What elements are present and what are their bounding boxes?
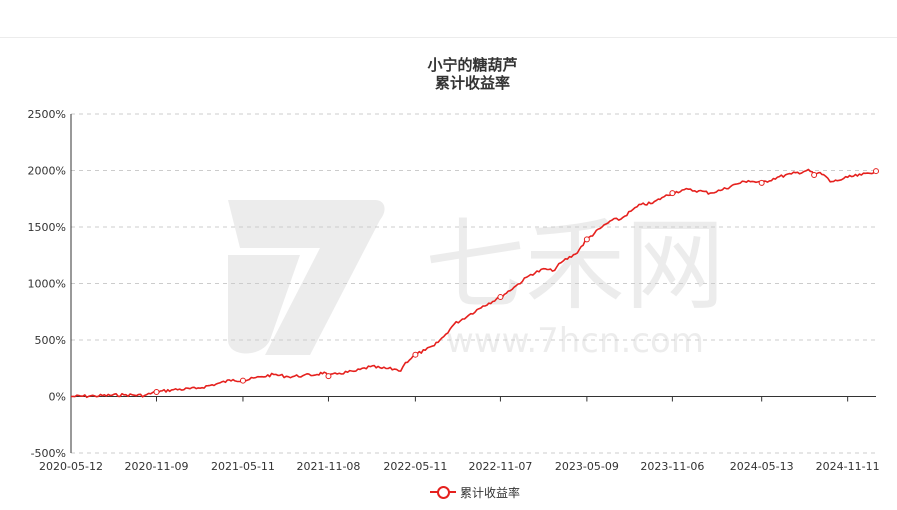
watermark-logo-icon [228,200,385,355]
x-tick-label: 2022-05-11 [383,460,447,473]
x-tick-label: 2021-11-08 [296,460,360,473]
x-tick-label: 2022-11-07 [468,460,532,473]
y-axis: -500% 0% 500% 1000% 1500% 2000% 2500% [28,108,66,460]
data-point[interactable] [583,236,590,243]
x-tick-label: 2024-11-11 [816,460,880,473]
grid-lines [71,113,876,454]
data-point[interactable] [873,168,879,175]
chart-title: 小宁的糖葫芦 [427,56,518,74]
x-tick-label: 2021-05-11 [211,460,275,473]
legend[interactable]: 累计收益率 [430,483,520,501]
watermark: 七禾网 www.7hcn.com [228,200,725,361]
data-point[interactable] [325,373,332,380]
data-point[interactable] [758,179,765,186]
y-tick-label: 1000% [28,278,66,291]
top-divider [0,37,897,38]
x-tick-label: 2020-05-12 [39,460,103,473]
x-tick-label: 2023-05-09 [555,460,619,473]
chart-subtitle: 累计收益率 [434,74,510,92]
watermark-site: www.7hcn.com [446,321,704,361]
y-tick-label: 0% [49,391,66,404]
x-axis: 2020-05-12 2020-11-09 2021-05-11 2021-11-08… [39,114,880,473]
y-tick-label: 2500% [28,108,66,121]
data-point[interactable] [153,388,160,395]
data-point[interactable] [669,190,676,197]
x-tick-label: 2023-11-06 [640,460,704,473]
x-tick-label: 2020-11-09 [125,460,189,473]
watermark-brand: 七禾网 [425,207,725,324]
x-tick-label: 2024-05-13 [730,460,794,473]
y-tick-label: -500% [31,447,66,460]
data-point[interactable] [811,172,818,179]
y-tick-label: 2000% [28,165,66,178]
series-layer [70,168,879,399]
legend-line-circle-icon [430,485,456,499]
series-line [70,168,877,399]
data-point[interactable] [239,377,246,384]
y-tick-label: 1500% [28,221,66,234]
data-point[interactable] [497,294,504,301]
data-point[interactable] [412,351,419,358]
legend-label: 累计收益率 [460,485,521,500]
y-tick-label: 500% [35,334,66,347]
